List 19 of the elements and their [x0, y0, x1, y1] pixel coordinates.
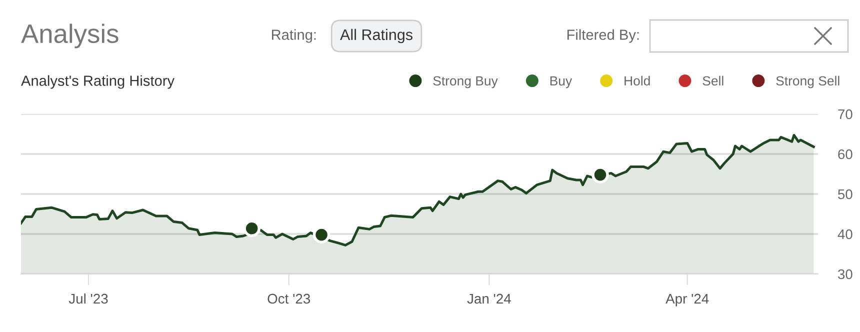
text: All Ratings — [340, 28, 412, 44]
legend-label: Strong Buy — [433, 76, 498, 88]
y-tick-label: 60 — [838, 149, 852, 160]
y-tick-label: 50 — [838, 189, 852, 200]
chart-subtitle: Analyst's Rating History — [21, 75, 175, 89]
chart-title: Analysis — [21, 24, 118, 48]
x-tick-label: Jul '23 — [68, 293, 108, 304]
text: Filtered By: — [567, 29, 639, 43]
y-tick-label: 30 — [838, 269, 852, 280]
text: Rating: — [272, 29, 316, 43]
legend-label: Sell — [702, 76, 724, 86]
x-tick-label: Oct '23 — [268, 294, 310, 304]
legend-label: Hold — [624, 76, 650, 86]
legend-label: Strong Sell — [776, 76, 840, 88]
x-tick-label: Apr '24 — [666, 294, 709, 306]
x-tick-label: Jan '24 — [467, 294, 511, 304]
y-tick-label: 70 — [838, 109, 852, 120]
y-tick-label: 40 — [838, 229, 852, 240]
legend-label: Buy — [550, 76, 572, 88]
